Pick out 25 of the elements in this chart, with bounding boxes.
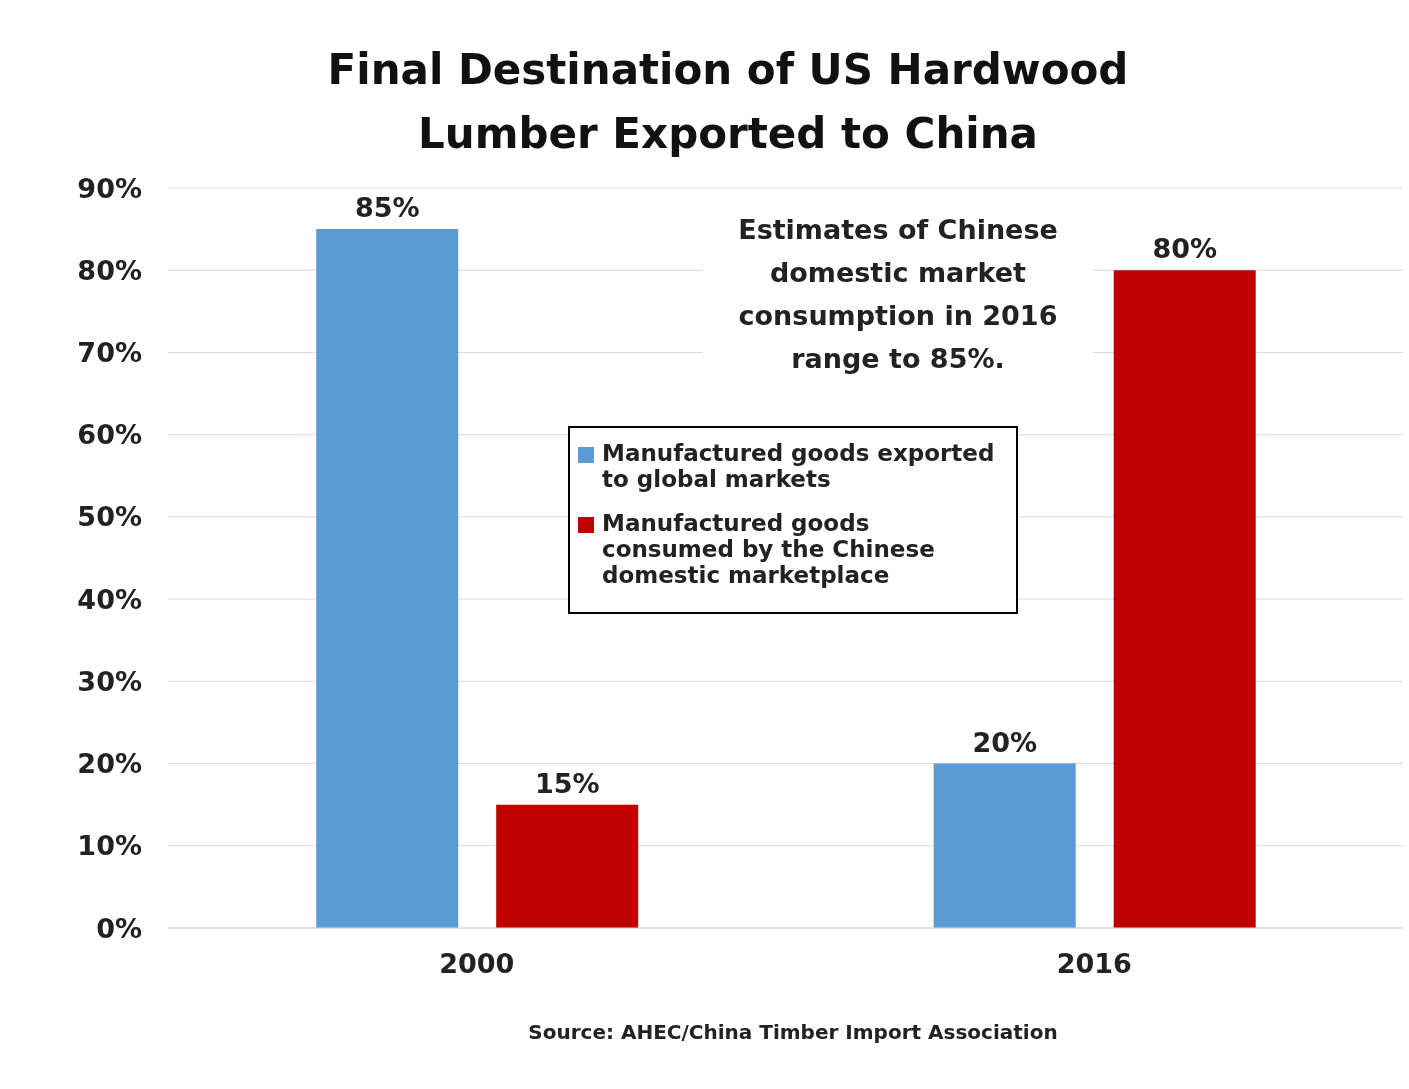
- legend-label: Manufactured goods consumed by the Chinese domestic marketplace: [602, 510, 936, 588]
- y-tick-label: 40%: [77, 583, 142, 615]
- source-note: Source: AHEC/China Timber Import Association: [527, 1020, 1059, 1044]
- y-tick-label: 60%: [77, 419, 142, 451]
- chart-title: Final Destination of US Hardwood Lumber Exported to China: [326, 44, 1130, 160]
- y-tick-label: 0%: [96, 912, 142, 944]
- bar: [316, 229, 459, 928]
- bar: [933, 763, 1076, 928]
- y-tick-label: 30%: [77, 665, 142, 697]
- y-tick-label: 80%: [77, 254, 142, 286]
- bar: [496, 804, 639, 928]
- y-tick-label: 10%: [77, 830, 142, 862]
- annotation: Estimates of Chinese domestic market consumption in 2016 range to 85%.: [703, 208, 1093, 380]
- data-label: 80%: [1152, 233, 1218, 265]
- y-tick-label: 70%: [77, 337, 142, 369]
- y-tick-label: 20%: [77, 748, 142, 780]
- data-label: 15%: [534, 767, 600, 799]
- x-tick-label: 2016: [1056, 948, 1132, 980]
- legend-label: Manufactured goods exported to global markets: [602, 440, 996, 492]
- data-label: 20%: [972, 726, 1038, 758]
- x-tick-label: 2000: [439, 948, 515, 980]
- bar: [1113, 270, 1256, 928]
- y-tick-label: 90%: [77, 172, 142, 204]
- data-label: 85%: [354, 192, 420, 224]
- y-tick-label: 50%: [77, 501, 142, 533]
